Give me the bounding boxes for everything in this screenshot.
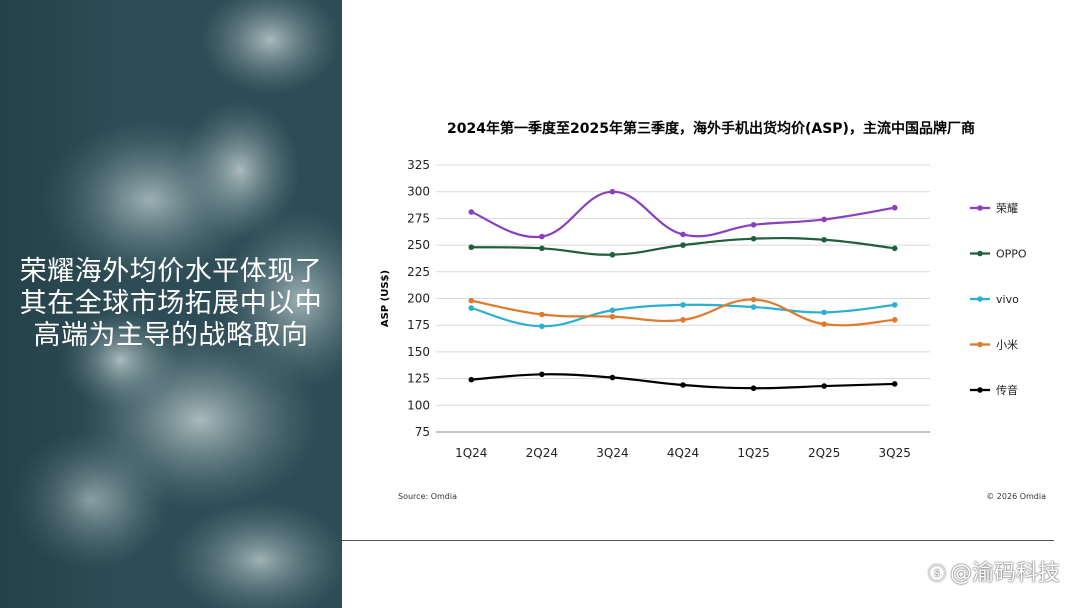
y-tick-label: 125 (407, 372, 430, 386)
y-tick-label: 225 (407, 265, 430, 279)
x-tick-label: 3Q24 (596, 446, 628, 460)
data-point (891, 317, 898, 323)
legend-label: 传音 (996, 383, 1018, 397)
legend-label: 荣耀 (996, 202, 1018, 215)
x-tick-label: 2Q25 (808, 446, 840, 460)
data-point (821, 383, 827, 389)
x-tick-label: 2Q24 (526, 446, 558, 460)
x-tick-label: 1Q25 (737, 446, 769, 460)
left-panel: 荣耀海外均价水平体现了 其在全球市场拓展中以中 高端为主导的战略取向 (0, 0, 342, 608)
watermark-text: @渝码科技 (949, 561, 1060, 586)
x-tick-label: 3Q25 (879, 446, 911, 460)
y-tick-label: 150 (407, 345, 430, 359)
data-point (750, 296, 757, 303)
series-line-1 (470, 190, 895, 239)
copyright-note: © 2026 Omdia (986, 492, 1046, 501)
legend-swatch-marker (977, 296, 983, 302)
legend-swatch-marker (977, 205, 983, 211)
data-point (539, 233, 545, 240)
x-tick-label: 4Q24 (667, 446, 699, 460)
y-tick-label: 250 (407, 238, 430, 252)
data-point (539, 245, 545, 252)
y-tick-label: 200 (407, 292, 430, 306)
y-tick-label: 275 (407, 211, 430, 225)
watermark-logo-icon: ⓢ (927, 564, 946, 585)
data-point (891, 204, 898, 211)
data-point (680, 242, 686, 248)
data-point (680, 382, 686, 388)
data-point (468, 209, 475, 215)
data-point (821, 216, 827, 223)
data-point (468, 376, 475, 383)
divider (342, 540, 1054, 541)
legend-swatch-marker (977, 341, 983, 348)
y-tick-label: 100 (407, 398, 430, 412)
y-axis-label: ASP (US$) (380, 270, 391, 327)
x-tick-label: 1Q24 (455, 446, 487, 460)
data-point (821, 309, 827, 316)
data-point (750, 222, 757, 228)
data-point (468, 297, 475, 304)
data-point (539, 311, 545, 318)
source-note: Source: Omdia (398, 492, 458, 501)
legend-label: vivo (996, 293, 1019, 306)
chart-title: 2024年第一季度至2025年第三季度，海外手机出货均价(ASP)，主流中国品牌… (447, 121, 975, 137)
data-point (750, 304, 757, 310)
data-point (680, 231, 686, 238)
headline: 荣耀海外均价水平体现了 其在全球市场拓展中以中 高端为主导的战略取向 (0, 256, 342, 352)
legend-swatch-marker (977, 250, 983, 257)
data-point (821, 236, 827, 243)
y-tick-label: 300 (407, 185, 430, 199)
data-point (609, 313, 616, 320)
data-point (891, 381, 898, 387)
data-point (539, 323, 545, 330)
y-tick-label: 75 (415, 425, 430, 439)
data-point (821, 321, 827, 327)
data-point (891, 245, 898, 252)
data-point (539, 371, 545, 378)
flower-background-image (0, 0, 342, 608)
data-point (468, 244, 475, 251)
data-point (750, 385, 757, 392)
asp-line-chart: 75 100 125 150 175 200 225 250 275 300 325 1Q24 2Q24… (380, 158, 1027, 460)
legend-label: OPPO (996, 248, 1027, 261)
watermark: ⓢ @渝码科技 (928, 555, 1060, 587)
data-point (609, 307, 616, 314)
data-point (750, 235, 757, 242)
data-point (680, 317, 686, 323)
y-tick-label: 325 (407, 158, 430, 172)
data-point (609, 188, 616, 195)
series-line-3 (471, 303, 895, 328)
right-panel: 75 100 125 150 175 200 225 250 275 300 325 1Q24 2Q24… (342, 0, 1080, 608)
headline-line-1: 荣耀海外均价水平体现了 (19, 256, 323, 287)
headline-line-2: 其在全球市场拓展中以中 (19, 288, 323, 319)
data-point (609, 374, 616, 381)
legend-label: 小米 (996, 339, 1018, 352)
data-point (891, 302, 898, 308)
legend-swatch-marker (977, 387, 983, 393)
data-point (468, 305, 475, 311)
y-tick-label: 175 (407, 318, 430, 332)
data-point (680, 302, 686, 308)
headline-line-3: 高端为主导的战略取向 (33, 320, 309, 351)
data-point (609, 251, 616, 258)
